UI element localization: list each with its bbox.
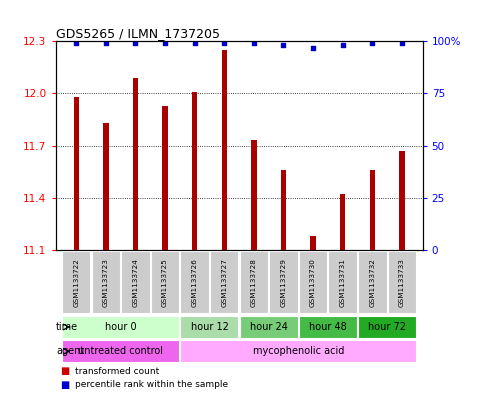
Bar [181,251,209,314]
Bar [251,140,256,250]
Point [369,40,376,46]
Bar [62,316,179,338]
Point [280,42,287,49]
Bar [240,316,298,338]
Bar [181,340,416,362]
Point [131,40,139,46]
Text: GSM1133729: GSM1133729 [281,258,286,307]
Point [102,40,110,46]
Text: mycophenolic acid: mycophenolic acid [253,346,344,356]
Text: GSM1133733: GSM1133733 [399,258,405,307]
Text: hour 0: hour 0 [105,322,137,332]
Text: hour 72: hour 72 [368,322,406,332]
Text: transformed count: transformed count [75,367,159,376]
Point [309,44,317,51]
Text: GDS5265 / ILMN_1737205: GDS5265 / ILMN_1737205 [56,27,220,40]
Point [220,40,228,46]
Point [339,42,347,49]
Text: agent: agent [56,346,85,356]
Text: untreated control: untreated control [78,346,163,356]
Bar [133,78,138,250]
Bar [358,316,416,338]
Text: GSM1133723: GSM1133723 [103,258,109,307]
Bar [92,251,120,314]
Bar [62,251,90,314]
Text: GSM1133732: GSM1133732 [369,258,375,307]
Text: GSM1133730: GSM1133730 [310,258,316,307]
Bar [299,316,357,338]
Text: GSM1133731: GSM1133731 [340,258,346,307]
Bar [121,251,150,314]
Bar [270,251,298,314]
Text: GSM1133724: GSM1133724 [132,258,139,307]
Bar [103,123,109,250]
Bar [181,316,239,338]
Text: hour 24: hour 24 [250,322,287,332]
Bar [62,340,179,362]
Text: time: time [56,322,78,332]
Text: hour 12: hour 12 [191,322,228,332]
Bar [340,194,345,250]
Point [191,40,199,46]
Text: ■: ■ [60,366,70,376]
Bar [311,236,316,250]
Bar [210,251,239,314]
Point [250,40,258,46]
Text: GSM1133727: GSM1133727 [221,258,227,307]
Bar [281,170,286,250]
Point [72,40,80,46]
Bar [358,251,386,314]
Text: GSM1133728: GSM1133728 [251,258,257,307]
Text: GSM1133726: GSM1133726 [192,258,198,307]
Text: GSM1133722: GSM1133722 [73,258,79,307]
Bar [151,251,179,314]
Bar [162,106,168,250]
Bar [369,170,375,250]
Bar [73,97,79,250]
Text: ■: ■ [60,380,70,390]
Bar [240,251,268,314]
Bar [388,251,416,314]
Point [398,40,406,46]
Text: GSM1133725: GSM1133725 [162,258,168,307]
Bar [192,92,198,250]
Bar [222,50,227,250]
Bar [328,251,357,314]
Text: percentile rank within the sample: percentile rank within the sample [75,380,228,389]
Bar [399,151,405,250]
Bar [299,251,327,314]
Text: hour 48: hour 48 [309,322,347,332]
Point [161,40,169,46]
